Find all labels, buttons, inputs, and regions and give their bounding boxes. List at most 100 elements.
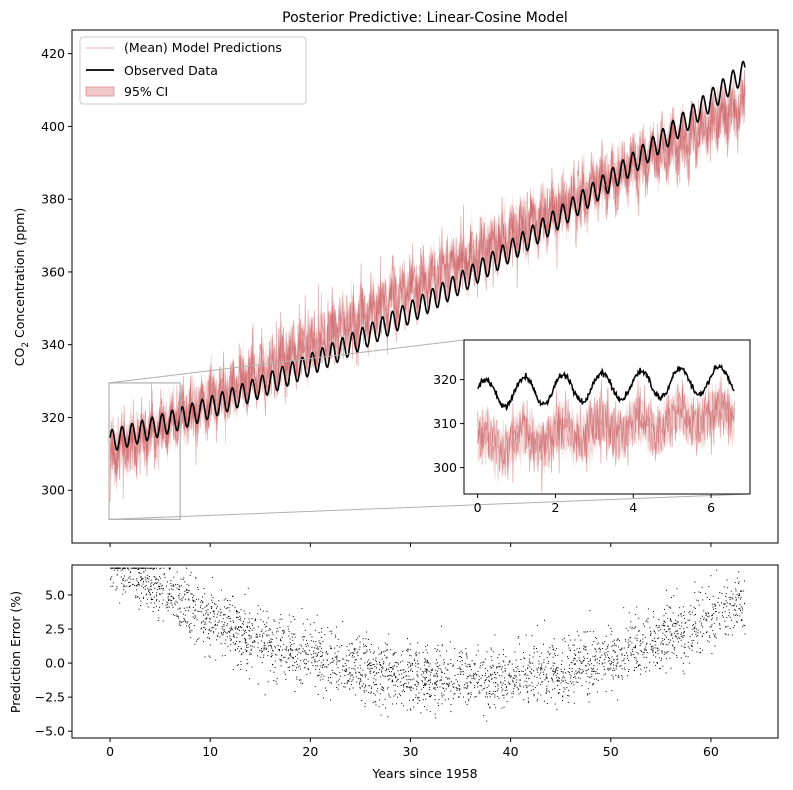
error-point	[667, 617, 669, 619]
error-point	[653, 631, 655, 633]
error-point	[158, 587, 160, 589]
error-point	[291, 633, 293, 635]
error-point	[506, 689, 508, 691]
error-point	[137, 584, 139, 586]
error-point	[713, 613, 715, 614]
error-point	[655, 632, 656, 634]
error-point	[683, 635, 685, 637]
error-point	[375, 661, 377, 662]
error-point	[351, 667, 353, 669]
error-point	[464, 663, 466, 665]
error-point	[431, 669, 433, 671]
error-point	[596, 672, 598, 674]
error-point	[725, 593, 727, 594]
error-point	[726, 602, 728, 604]
error-point	[545, 677, 547, 679]
error-point	[441, 683, 443, 685]
error-point	[710, 626, 712, 628]
error-point	[557, 667, 559, 669]
error-point	[681, 636, 683, 638]
error-point	[278, 622, 280, 624]
error-point	[213, 613, 215, 615]
error-point	[594, 656, 596, 658]
error-point	[742, 607, 743, 609]
error-point	[186, 622, 188, 624]
error-point	[242, 629, 244, 631]
error-point	[143, 587, 145, 589]
error-point	[237, 633, 239, 635]
error-point	[504, 677, 505, 679]
error-point	[399, 693, 400, 695]
error-point	[398, 674, 400, 676]
error-point	[538, 667, 539, 669]
error-point	[445, 667, 447, 669]
error-point	[599, 651, 601, 653]
error-point	[212, 626, 214, 628]
error-point	[205, 629, 206, 630]
error-point	[468, 698, 470, 700]
error-point	[625, 640, 627, 642]
error-point	[201, 627, 202, 629]
error-point	[511, 692, 513, 694]
error-point	[683, 646, 685, 648]
error-point	[501, 675, 503, 677]
error-point	[684, 617, 685, 619]
error-point	[382, 666, 384, 668]
error-point	[657, 653, 659, 655]
error-point	[634, 645, 636, 647]
error-point	[168, 594, 170, 595]
error-point	[568, 695, 570, 697]
error-point	[315, 655, 317, 657]
error-point	[668, 642, 670, 644]
error-point	[235, 649, 237, 651]
error-point	[334, 634, 336, 636]
error-point	[209, 656, 211, 658]
error-point	[146, 603, 148, 605]
error-point	[332, 661, 334, 663]
error-point	[242, 652, 244, 653]
error-point	[490, 674, 492, 676]
error-point	[448, 685, 450, 686]
error-point	[630, 652, 632, 654]
error-point	[279, 649, 280, 651]
error-point	[474, 687, 476, 689]
error-point	[370, 651, 372, 653]
error-point	[208, 655, 210, 657]
error-point	[734, 625, 736, 627]
error-point	[122, 580, 124, 581]
error-point	[257, 655, 259, 657]
error-point	[349, 643, 351, 645]
error-point	[365, 690, 367, 692]
error-point	[568, 667, 570, 669]
error-point	[683, 632, 684, 634]
error-point	[381, 667, 383, 669]
error-point	[665, 652, 667, 654]
error-point	[671, 620, 672, 622]
error-point	[426, 652, 428, 654]
error-point	[538, 674, 540, 676]
error-point	[186, 589, 187, 591]
error-point	[424, 679, 426, 681]
error-point	[172, 598, 174, 600]
error-point	[562, 675, 564, 677]
error-point	[484, 658, 486, 660]
error-point	[493, 690, 495, 692]
error-point	[166, 604, 168, 606]
error-point	[593, 665, 595, 666]
error-point	[320, 650, 322, 652]
x-tick-label: 0	[106, 744, 114, 759]
error-point	[191, 599, 193, 601]
error-point	[380, 664, 382, 666]
error-point	[117, 569, 119, 571]
error-point	[596, 691, 598, 693]
error-point	[232, 629, 234, 631]
error-point	[484, 682, 485, 684]
observed-line	[109, 60, 746, 451]
error-point	[366, 651, 368, 653]
error-point	[480, 662, 482, 664]
error-point	[326, 666, 328, 668]
error-point	[192, 616, 194, 618]
error-point	[687, 619, 689, 621]
error-point	[186, 592, 188, 594]
error-point	[342, 621, 344, 622]
